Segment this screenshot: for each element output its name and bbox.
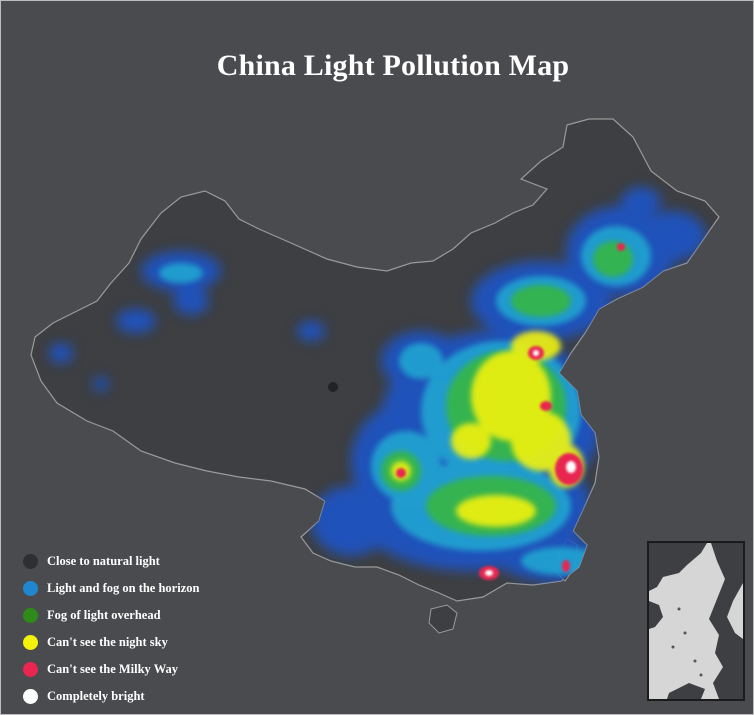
legend-swatch [23,634,38,650]
legend-item-no-milky-way: Can't see the Milky Way [23,660,178,678]
legend-item-no-night-sky: Can't see the night sky [23,633,168,651]
legend-item-overhead-fog: Fog of light overhead [23,606,161,624]
legend-label: Completely bright [47,688,145,703]
page-title: China Light Pollution Map [216,49,570,82]
legend-swatch [23,580,38,596]
legend-item-natural-light: Close to natural light [23,552,160,570]
legend-label: Close to natural light [47,553,160,568]
legend-swatch [23,607,38,623]
legend-swatch [23,661,38,677]
legend-swatch [23,553,38,569]
south-china-sea-inset [647,541,745,701]
legend-swatch [23,688,38,704]
legend-label: Light and fog on the horizon [47,580,200,595]
legend-label: Can't see the Milky Way [47,661,179,676]
light-pollution-layer [49,187,706,583]
legend-item-horizon-fog: Light and fog on the horizon [23,579,199,597]
hainan-island [428,604,458,634]
dark-spot [328,382,338,392]
legend-label: Can't see the night sky [47,634,168,649]
legend-item-completely-bright: Completely bright [23,687,145,705]
legend-label: Fog of light overhead [47,607,161,622]
